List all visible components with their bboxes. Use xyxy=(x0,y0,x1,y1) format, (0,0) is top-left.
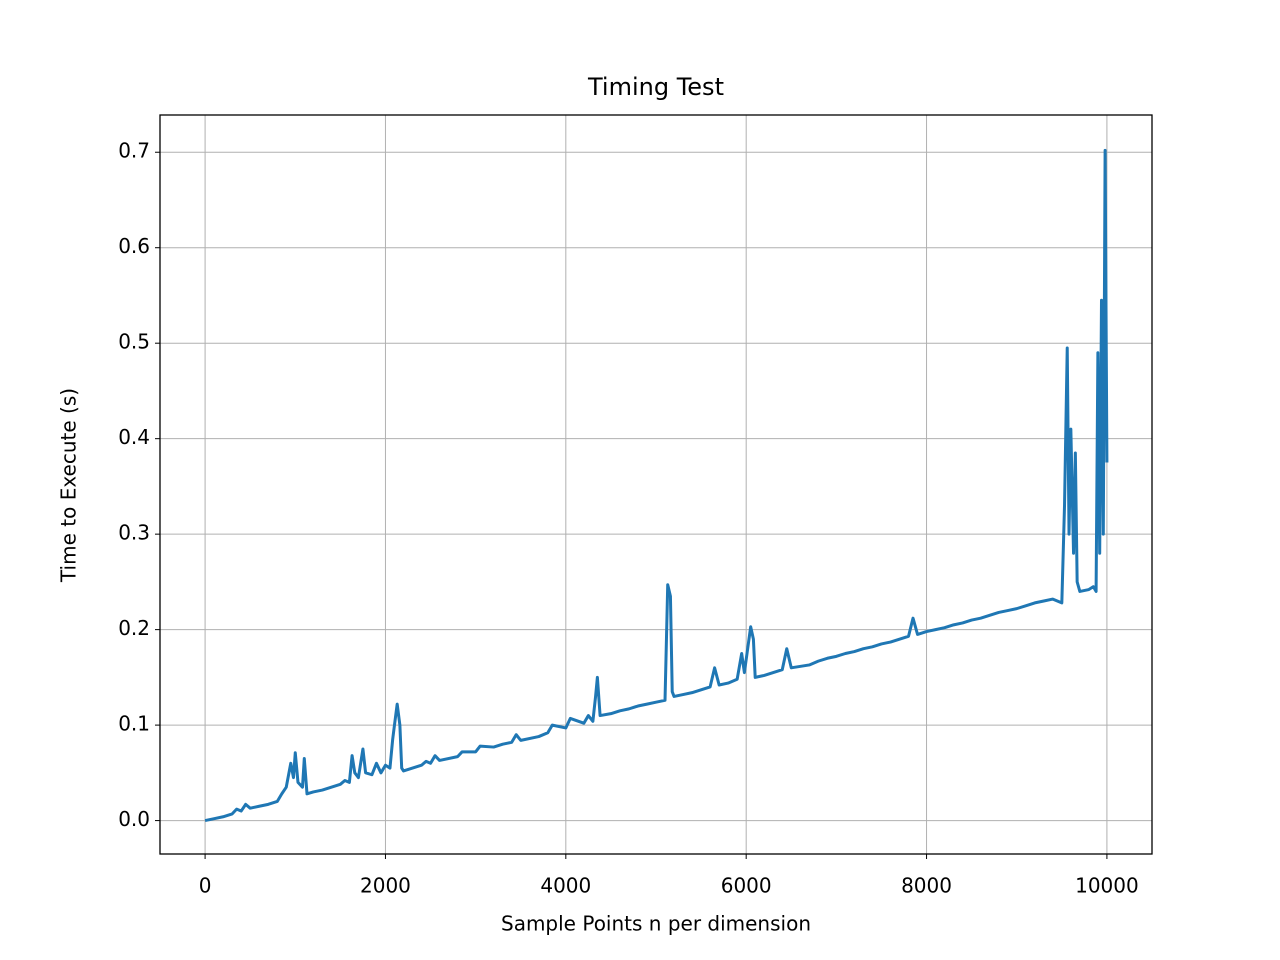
chart-title: Timing Test xyxy=(587,73,724,101)
x-tick-label: 0 xyxy=(199,874,212,898)
x-tick-label: 2000 xyxy=(360,874,411,898)
data-line xyxy=(204,148,1109,823)
x-tick-label: 10000 xyxy=(1075,874,1139,898)
y-tick-label: 0.6 xyxy=(118,234,150,258)
x-tick-label: 4000 xyxy=(540,874,591,898)
x-axis-label: Sample Points n per dimension xyxy=(501,912,811,936)
y-tick-label: 0.0 xyxy=(118,807,150,831)
y-tick-label: 0.1 xyxy=(118,712,150,736)
y-axis-label: Time to Execute (s) xyxy=(57,388,81,583)
x-tick-label: 8000 xyxy=(901,874,952,898)
plot-frame xyxy=(159,114,1153,855)
y-tick-label: 0.3 xyxy=(118,521,150,545)
x-tick-label: 6000 xyxy=(721,874,772,898)
y-tick-label: 0.5 xyxy=(118,330,150,354)
y-tick-label: 0.4 xyxy=(118,425,150,449)
y-tick-label: 0.7 xyxy=(118,139,150,163)
y-tick-label: 0.2 xyxy=(118,616,150,640)
